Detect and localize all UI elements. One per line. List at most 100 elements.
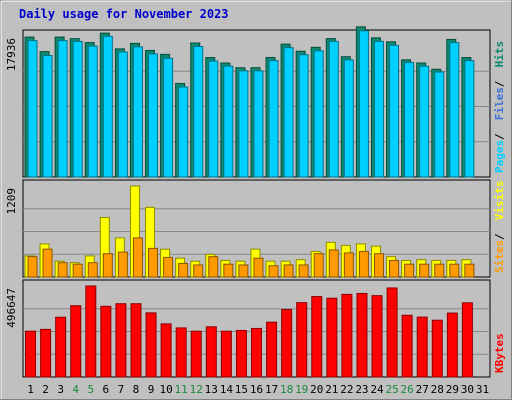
bar-sites-day-22 bbox=[343, 252, 354, 278]
bar-pages-day-19 bbox=[298, 54, 309, 178]
bar-pages-day-22 bbox=[343, 59, 354, 178]
legend-separator: / bbox=[493, 133, 506, 140]
x-tick-label-day-25: 25 bbox=[385, 383, 398, 396]
bar-pages-day-1 bbox=[27, 40, 38, 178]
bar-sites-day-4 bbox=[72, 263, 83, 278]
bar-kbytes-day-21 bbox=[326, 297, 338, 378]
bar-kbytes-day-22 bbox=[341, 293, 353, 378]
x-tick-label-day-28: 28 bbox=[431, 383, 444, 396]
bar-pages-day-9 bbox=[148, 53, 159, 178]
x-tick-label-day-4: 4 bbox=[72, 383, 79, 396]
bar-kbytes-day-4 bbox=[70, 305, 82, 378]
legend-pages: Pages bbox=[493, 140, 506, 173]
x-tick-label-day-26: 26 bbox=[401, 383, 414, 396]
bar-sites-day-18 bbox=[283, 264, 294, 278]
bar-pages-day-23 bbox=[358, 30, 369, 178]
bar-sites-day-11 bbox=[178, 262, 189, 278]
bar-sites-day-10 bbox=[163, 256, 174, 278]
x-tick-label-day-6: 6 bbox=[103, 383, 110, 396]
x-tick-label-day-11: 11 bbox=[175, 383, 188, 396]
bar-kbytes-day-8 bbox=[130, 303, 142, 378]
bar-sites-day-27 bbox=[419, 263, 430, 278]
bar-sites-day-30 bbox=[464, 263, 475, 278]
bar-kbytes-day-25 bbox=[386, 287, 398, 378]
bar-kbytes-day-24 bbox=[371, 295, 383, 378]
bar-pages-day-28 bbox=[434, 71, 445, 178]
bar-kbytes-day-18 bbox=[281, 309, 293, 378]
bar-kbytes-day-5 bbox=[85, 285, 97, 378]
panel-visits-sites-ymax-label: 1209 bbox=[5, 188, 18, 215]
bar-pages-day-17 bbox=[268, 60, 279, 178]
x-tick-label-day-21: 21 bbox=[325, 383, 338, 396]
bar-pages-day-14 bbox=[223, 65, 234, 178]
bar-sites-day-16 bbox=[253, 257, 264, 278]
bar-kbytes-day-27 bbox=[416, 316, 428, 378]
bar-sites-day-24 bbox=[373, 253, 384, 278]
bar-pages-day-4 bbox=[72, 40, 83, 178]
x-tick-label-day-1: 1 bbox=[27, 383, 34, 396]
panel-kbytes-ymax-label: 496647 bbox=[5, 288, 18, 328]
panel-hits-files-pages-ymax-label: 17936 bbox=[5, 38, 18, 71]
bar-pages-day-18 bbox=[283, 47, 294, 178]
bar-pages-day-11 bbox=[178, 86, 189, 178]
bar-kbytes-day-3 bbox=[55, 316, 67, 378]
x-tick-label-day-18: 18 bbox=[280, 383, 293, 396]
bar-sites-day-23 bbox=[358, 250, 369, 278]
x-tick-label-day-8: 8 bbox=[133, 383, 140, 396]
bar-kbytes-day-17 bbox=[266, 321, 278, 378]
x-tick-label-day-23: 23 bbox=[355, 383, 368, 396]
bar-pages-day-30 bbox=[464, 60, 475, 178]
bar-sites-day-1 bbox=[27, 256, 38, 278]
x-tick-label-day-19: 19 bbox=[295, 383, 308, 396]
bar-sites-day-8 bbox=[132, 237, 143, 278]
bar-sites-day-6 bbox=[102, 253, 113, 278]
bar-pages-day-24 bbox=[373, 40, 384, 178]
x-tick-label-day-3: 3 bbox=[57, 383, 64, 396]
x-tick-label-day-9: 9 bbox=[148, 383, 155, 396]
bar-pages-day-13 bbox=[208, 60, 219, 178]
chart-title: Daily usage for November 2023 bbox=[19, 7, 229, 21]
legend-hits: Hits bbox=[493, 41, 506, 68]
bar-sites-day-7 bbox=[117, 251, 128, 278]
x-tick-label-day-17: 17 bbox=[265, 383, 278, 396]
x-tick-label-day-31: 31 bbox=[476, 383, 489, 396]
bar-pages-day-8 bbox=[132, 46, 143, 178]
bar-kbytes-day-7 bbox=[115, 303, 127, 378]
bar-kbytes-day-26 bbox=[401, 314, 413, 378]
x-tick-label-day-30: 30 bbox=[461, 383, 474, 396]
bar-sites-day-29 bbox=[449, 263, 460, 278]
bar-sites-day-19 bbox=[298, 264, 309, 278]
x-tick-label-day-13: 13 bbox=[205, 383, 218, 396]
bar-kbytes-day-11 bbox=[175, 327, 187, 378]
legend-files: Files bbox=[493, 87, 506, 120]
x-tick-label-day-20: 20 bbox=[310, 383, 323, 396]
bar-kbytes-day-10 bbox=[160, 323, 172, 378]
bar-pages-day-29 bbox=[449, 42, 460, 178]
bar-pages-day-20 bbox=[313, 50, 324, 178]
x-tick-label-day-12: 12 bbox=[190, 383, 203, 396]
bar-kbytes-day-13 bbox=[205, 326, 217, 378]
bar-pages-day-25 bbox=[389, 44, 400, 178]
bar-pages-day-7 bbox=[117, 51, 128, 178]
bar-pages-day-3 bbox=[57, 40, 68, 178]
legend-kbytes: KBytes bbox=[493, 333, 506, 373]
bar-kbytes-day-20 bbox=[311, 296, 323, 378]
legend-visits: Visits bbox=[493, 180, 506, 220]
x-tick-label-day-5: 5 bbox=[87, 383, 94, 396]
bar-sites-day-12 bbox=[193, 264, 204, 278]
x-tick-label-day-7: 7 bbox=[118, 383, 125, 396]
legend-separator: / bbox=[493, 233, 506, 240]
bar-sites-day-2 bbox=[42, 248, 53, 278]
x-tick-label-day-14: 14 bbox=[220, 383, 234, 396]
bar-kbytes-day-30 bbox=[461, 302, 473, 378]
bar-kbytes-day-6 bbox=[100, 305, 112, 378]
legend-sites: Sites bbox=[493, 240, 506, 273]
bar-kbytes-day-19 bbox=[296, 302, 308, 378]
bar-sites-day-25 bbox=[389, 259, 400, 278]
bar-sites-day-5 bbox=[87, 262, 98, 278]
bar-kbytes-day-12 bbox=[190, 330, 202, 378]
bar-kbytes-day-15 bbox=[235, 329, 247, 378]
bar-sites-day-9 bbox=[148, 247, 159, 278]
x-tick-label-day-22: 22 bbox=[340, 383, 353, 396]
